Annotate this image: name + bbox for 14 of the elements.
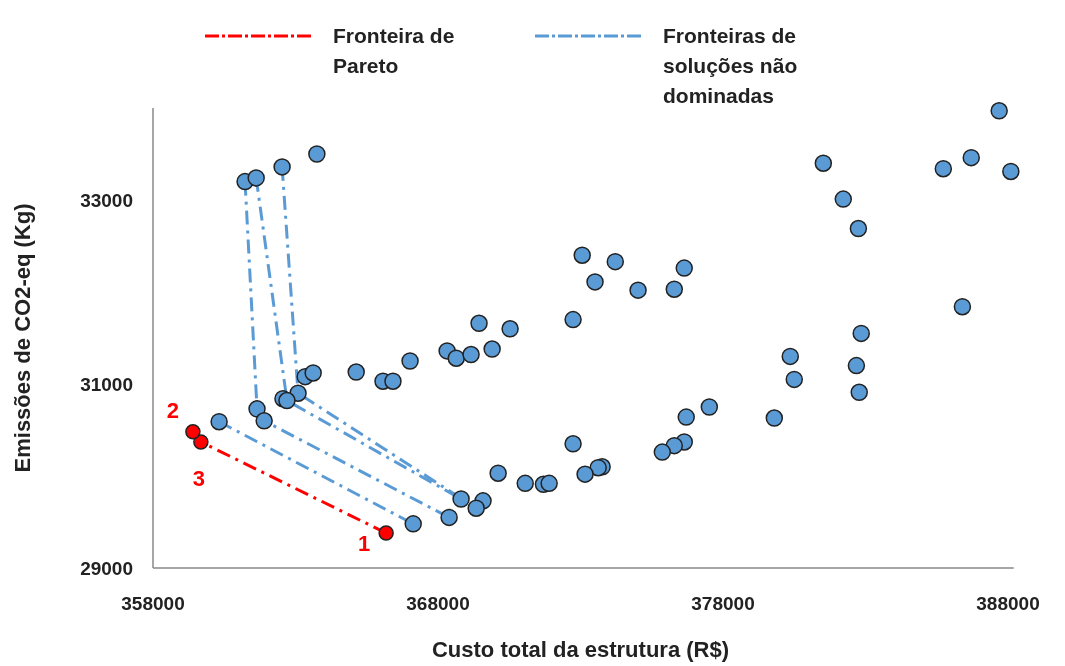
y-tick-label: 29000: [80, 558, 133, 579]
y-tick-label: 33000: [80, 190, 133, 211]
annotation: 1: [358, 531, 371, 557]
x-axis-title: Custo total da estrutura (R$): [431, 637, 730, 662]
y-axis-title: Emissões de CO2-eq (Kg): [10, 203, 35, 473]
y-tick-label: 31000: [80, 374, 133, 395]
x-tick-label: 378000: [691, 593, 755, 614]
x-tick-label: 388000: [976, 593, 1040, 614]
legend-label: Fronteiras de soluções não dominadas: [663, 24, 798, 107]
annotation: 3: [192, 465, 206, 491]
annotation: 2: [166, 397, 180, 423]
x-tick-label: 358000: [121, 593, 185, 614]
legend-label: Fronteira de Pareto: [333, 24, 455, 77]
x-tick-label: 368000: [406, 593, 470, 614]
